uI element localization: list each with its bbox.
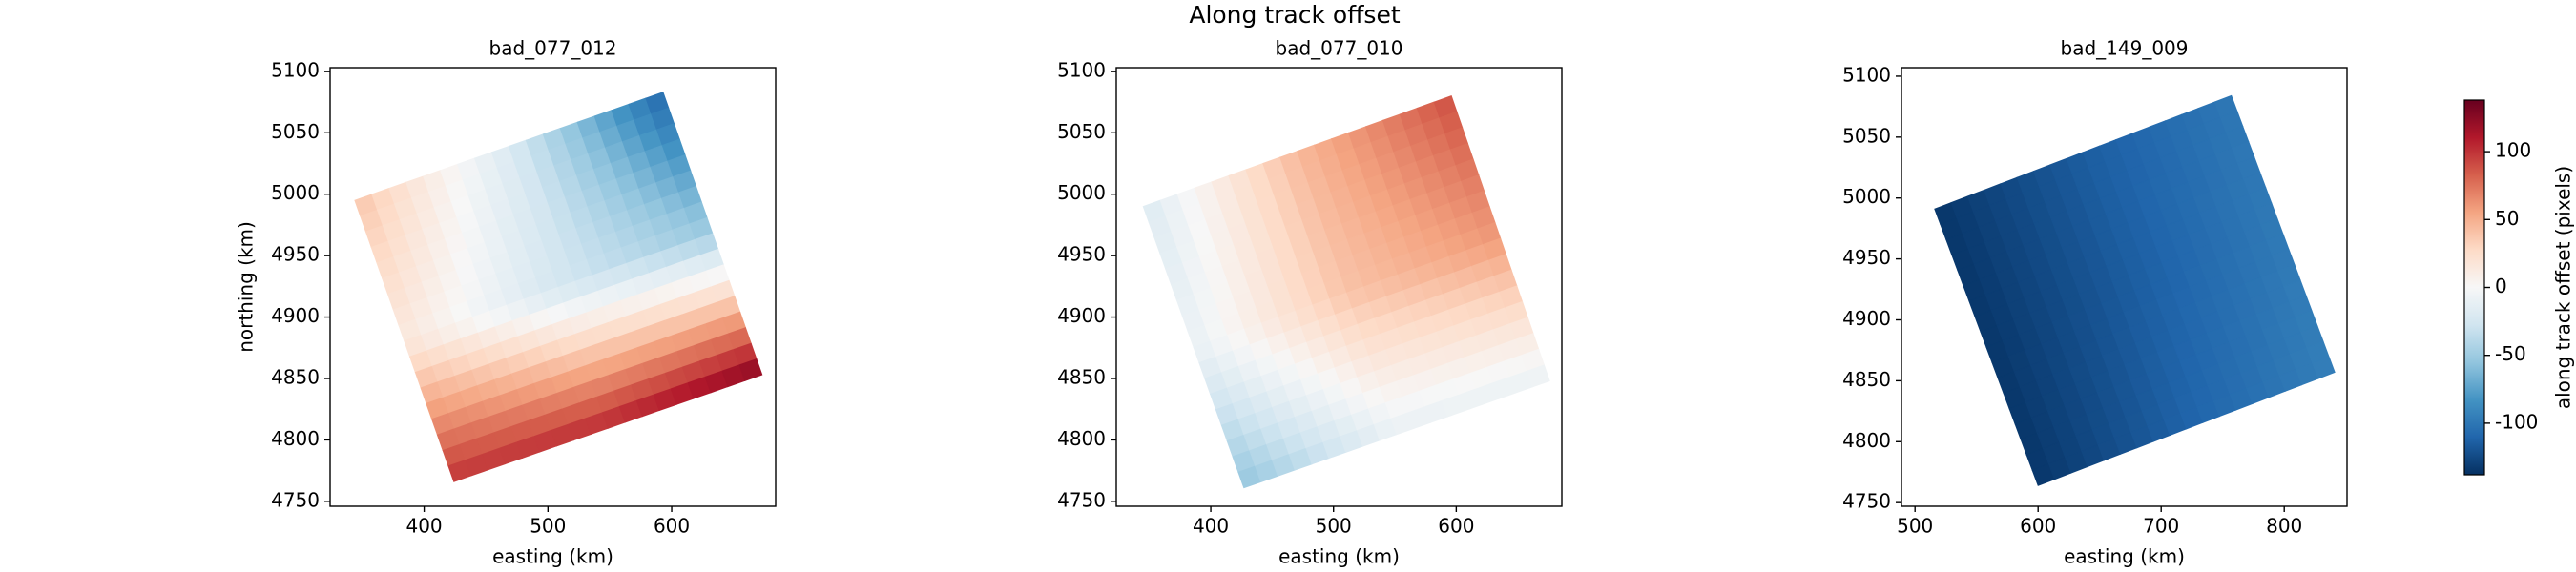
y-tick-label: 5050 xyxy=(271,120,320,143)
colorbar-label: along track offset (pixels) xyxy=(2552,166,2575,409)
y-tick-label: 4850 xyxy=(1842,368,1891,391)
y-tick-label: 4750 xyxy=(1842,490,1891,513)
y-tick-label: 4950 xyxy=(1842,246,1891,269)
y-tick-label: 5100 xyxy=(1057,58,1106,81)
y-tick-label: 4800 xyxy=(271,427,320,450)
axes-frame xyxy=(1115,67,1563,507)
axes-frame xyxy=(1901,67,2348,507)
figure-title: Along track offset xyxy=(1189,1,1400,29)
x-tick-label: 600 xyxy=(2020,515,2056,538)
y-tick-label: 5000 xyxy=(1057,181,1106,204)
footprint xyxy=(354,92,763,482)
x-tick-label: 500 xyxy=(1897,515,1933,538)
y-tick-label: 5000 xyxy=(271,181,320,204)
colorbar-tick-label: -50 xyxy=(2495,342,2526,365)
y-tick-label: 4900 xyxy=(1057,304,1106,327)
y-tick-label: 4900 xyxy=(271,304,320,327)
raster-cell xyxy=(1526,364,1550,388)
y-tick-label: 4950 xyxy=(1057,243,1106,266)
y-tick-label: 4850 xyxy=(1057,365,1106,388)
y-tick-label: 5050 xyxy=(1842,124,1891,147)
colorbar-tick-label: 0 xyxy=(2495,275,2507,297)
y-tick-label: 4800 xyxy=(1057,427,1106,450)
subplot-title: bad_077_012 xyxy=(489,37,617,60)
x-axis-label: easting (km) xyxy=(1278,545,1400,568)
x-axis-label: easting (km) xyxy=(492,545,613,568)
axes-frame xyxy=(329,67,777,507)
colorbar-tick-label: -100 xyxy=(2495,410,2538,433)
y-tick-label: 5100 xyxy=(1842,63,1891,86)
x-tick-label: 600 xyxy=(654,515,690,538)
y-tick-label: 4750 xyxy=(271,488,320,511)
x-axis-label: easting (km) xyxy=(2064,545,2185,568)
x-tick-label: 500 xyxy=(530,515,566,538)
x-tick-label: 800 xyxy=(2266,515,2302,538)
x-tick-label: 700 xyxy=(2143,515,2179,538)
x-tick-label: 500 xyxy=(1316,515,1352,538)
y-tick-label: 4750 xyxy=(1057,488,1106,511)
y-tick-label: 5000 xyxy=(1842,185,1891,208)
y-tick-label: 4950 xyxy=(271,243,320,266)
y-axis-label: northing (km) xyxy=(235,221,258,353)
x-tick-label: 600 xyxy=(1438,515,1474,538)
y-tick-label: 5050 xyxy=(1057,120,1106,143)
y-tick-label: 4850 xyxy=(271,365,320,388)
y-tick-label: 4900 xyxy=(1842,307,1891,330)
subplot-title: bad_149_009 xyxy=(2061,37,2189,60)
raster-cell xyxy=(2312,356,2336,379)
footprint xyxy=(1934,94,2336,486)
footprint xyxy=(1142,94,1550,489)
colorbar-tick-label: 100 xyxy=(2495,139,2531,162)
y-tick-label: 4800 xyxy=(1842,429,1891,452)
x-tick-label: 400 xyxy=(405,515,442,538)
colorbar-tick-label: 50 xyxy=(2495,207,2519,230)
raster-cell xyxy=(738,358,763,381)
y-tick-label: 5100 xyxy=(271,58,320,81)
x-tick-label: 400 xyxy=(1193,515,1229,538)
subplot-title: bad_077_010 xyxy=(1276,37,1403,60)
colorbar xyxy=(2463,99,2485,476)
